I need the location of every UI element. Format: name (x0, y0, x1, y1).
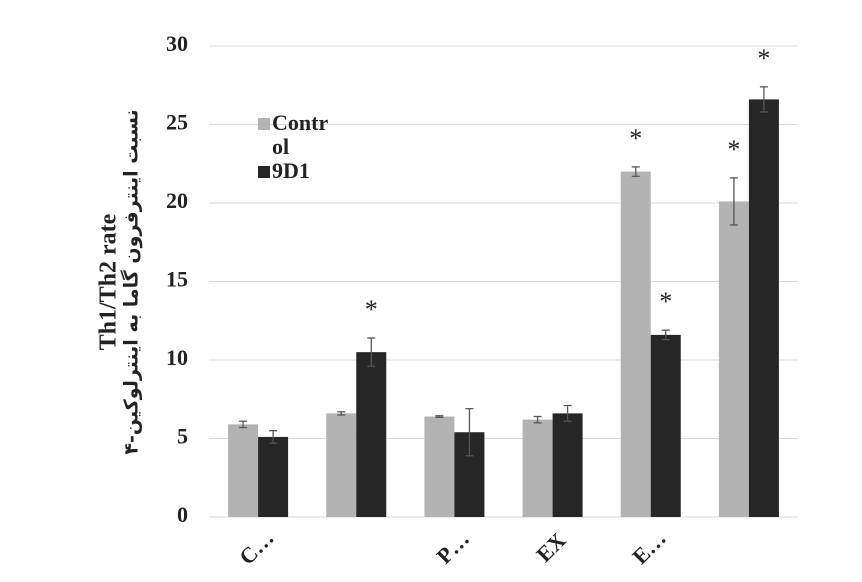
bar (326, 413, 356, 517)
bar (258, 437, 288, 517)
bar (228, 424, 258, 517)
y-tick-label: 30 (166, 31, 188, 56)
significance-marker: * (365, 295, 378, 324)
y-tick-label: 0 (177, 502, 188, 527)
legend-text: 9D1 (272, 159, 334, 183)
chart: Th1/Th2 rate نسبت اینترفرون گاما به اینت… (0, 0, 862, 582)
y-tick-label: 20 (166, 188, 188, 213)
bar (356, 352, 386, 517)
bar (651, 335, 681, 517)
bar (424, 417, 454, 517)
bar (719, 201, 749, 517)
bar (621, 172, 651, 517)
y-axis-title-secondary: نسبت اینترفرون گاما به اینترلوکین-۴ (120, 109, 143, 454)
y-tick-label: 5 (177, 424, 188, 449)
y-tick-label: 10 (166, 345, 188, 370)
y-tick-label: 25 (166, 110, 188, 135)
x-tick-label: C… (234, 525, 278, 569)
legend-swatch (258, 166, 270, 178)
bar (749, 99, 779, 517)
x-tick-label: P… (431, 526, 474, 569)
significance-marker: * (629, 124, 642, 153)
y-tick-label: 15 (166, 267, 188, 292)
bar (523, 420, 553, 517)
y-axis-title: Th1/Th2 rate (96, 213, 122, 350)
x-tick-label: E… (627, 525, 671, 569)
bar (553, 413, 583, 517)
legend-text: Control (272, 111, 334, 159)
significance-marker: * (727, 135, 740, 164)
significance-marker: * (659, 287, 672, 316)
significance-marker: * (757, 44, 770, 73)
legend-entry: 9D1 (272, 159, 334, 215)
x-tick-label: EX (531, 528, 570, 567)
legend-swatch (258, 118, 270, 130)
